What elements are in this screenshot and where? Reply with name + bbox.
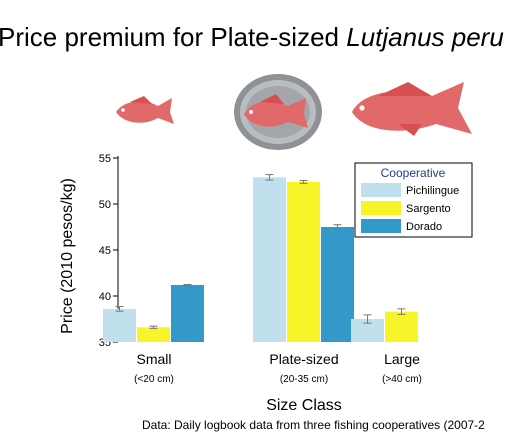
large-fish-icon [352,82,472,136]
x-tick-sublabel: (<20 cm) [134,374,174,385]
slide-title-text: Price premium for Plate-sized [0,22,339,52]
x-tick-label: Plate-sized [269,351,338,367]
legend-swatch-pichilingue [361,183,401,197]
y-tick-label: 40 [99,291,111,303]
bar-pichilingue-0 [103,308,136,342]
legend-title: Cooperative [381,166,446,180]
legend-swatch-dorado [361,219,401,233]
bar-dorado-0 [171,284,204,342]
legend-label-dorado: Dorado [406,221,442,233]
legend: Cooperative Pichilingue Sargento Dorado [354,162,473,238]
x-tick-label: Small [136,351,171,367]
x-axis-label: Size Class [266,397,342,414]
y-tick-label: 45 [99,245,111,257]
y-tick-label: 50 [99,199,111,211]
bar-sargento-1 [287,181,320,342]
slide-title: Price premium for Plate-sized Lutjanus p… [0,22,504,53]
bar-pichilingue-2 [351,319,384,342]
x-axis-labels: Small (<20 cm) Plate-sized (20-35 cm) Large (… [134,351,422,385]
bar-sargento-2 [385,311,418,342]
legend-swatch-sargento [361,201,401,215]
slide-title-species: Lutjanus peru [346,22,504,52]
x-tick-sublabel: (>40 cm) [382,374,422,385]
x-tick-label: Large [384,351,420,367]
legend-label-pichilingue: Pichilingue [406,185,459,197]
bar-pichilingue-1 [253,177,286,342]
bar-sargento-0 [137,327,170,342]
y-tick-label: 55 [99,153,111,165]
plate-sized-fish-icon [234,74,322,150]
bars [103,174,418,342]
x-tick-sublabel: (20-35 cm) [280,374,328,385]
source-note: Data: Daily logbook data from three fish… [142,418,485,432]
small-fish-icon [116,96,174,124]
bar-dorado-1 [321,227,354,342]
y-axis-label: Price (2010 pesos/kg) [59,178,76,334]
legend-label-sargento: Sargento [406,203,451,215]
